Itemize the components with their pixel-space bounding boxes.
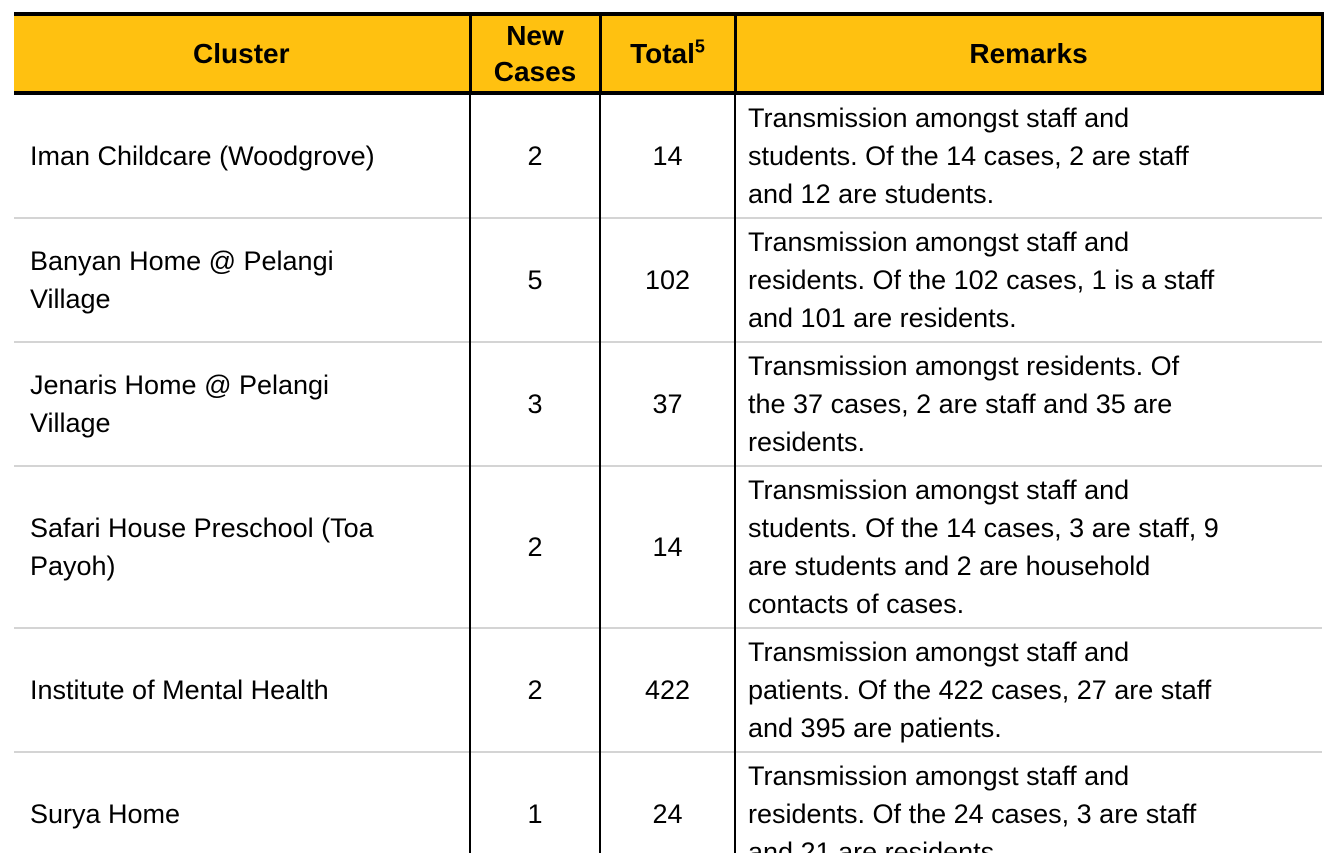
- cluster-cell: Iman Childcare (Woodgrove): [30, 141, 375, 171]
- remarks-cell: Transmission amongst staff and students.…: [734, 465, 1322, 628]
- new-cases-cell: 2: [469, 627, 600, 752]
- cluster-cell: Safari House Preschool (Toa Payoh): [14, 465, 470, 628]
- table-row: Institute of Mental Health 2 422 Transmi…: [14, 627, 1322, 752]
- remarks-cell: Transmission amongst staff and residents…: [734, 751, 1322, 853]
- total-cell: 102: [599, 217, 735, 342]
- table-row: Surya Home 1 24 Transmission amongst sta…: [14, 751, 1322, 853]
- column-header-cluster: Cluster: [14, 12, 470, 95]
- cluster-cell: Surya Home: [14, 751, 470, 853]
- total-cell: 24: [599, 751, 735, 853]
- table-row: Banyan Home @ Pelangi Village 5 102 Tran…: [14, 217, 1322, 342]
- total-cell: 422: [599, 627, 735, 752]
- footnote-marker: 5: [694, 36, 705, 57]
- table-row: Jenaris Home @ Pelangi Village 3 37 Tran…: [14, 341, 1322, 466]
- table-row: Safari House Preschool (Toa Payoh) 2 14 …: [14, 465, 1322, 628]
- remarks-cell: Transmission amongst residents. Of the 3…: [734, 341, 1322, 466]
- total-cell: 14: [599, 465, 735, 628]
- new-cases-cell: 3: [469, 341, 600, 466]
- table-body: Iman Childcare (Woodgrove) 2 14 Transmis…: [14, 93, 1322, 853]
- cluster-cell: Jenaris Home @ Pelangi Village: [14, 341, 470, 466]
- column-header-total: Total5: [598, 12, 735, 95]
- new-cases-cell: 2: [469, 465, 600, 628]
- total-cell: 14: [599, 93, 735, 218]
- new-cases-cell: 5: [469, 217, 600, 342]
- table-header: Cluster New Cases Total5 Remarks: [14, 12, 1324, 95]
- new-cases-cell: 1: [469, 751, 600, 853]
- table-row: Iman Childcare (Woodgrove) 2 14 Transmis…: [14, 93, 1322, 218]
- header-row: Cluster New Cases Total5 Remarks: [14, 12, 1324, 95]
- covid-clusters-table: Cluster New Cases Total5 Remarks Iman Ch…: [14, 12, 1324, 853]
- column-header-total-label: Total: [630, 37, 695, 69]
- column-header-remarks: Remarks: [733, 12, 1324, 95]
- remarks-cell: Transmission amongst staff and students.…: [734, 93, 1322, 218]
- total-cell: 37: [599, 341, 735, 466]
- column-header-new-cases: New Cases: [468, 12, 600, 95]
- remarks-cell: Transmission amongst staff and patients.…: [734, 627, 1322, 752]
- cluster-cell: Banyan Home @ Pelangi Village: [14, 217, 470, 342]
- cluster-cell: Institute of Mental Health: [14, 627, 470, 752]
- remarks-cell: Transmission amongst staff and residents…: [734, 217, 1322, 342]
- new-cases-cell: 2: [469, 93, 600, 218]
